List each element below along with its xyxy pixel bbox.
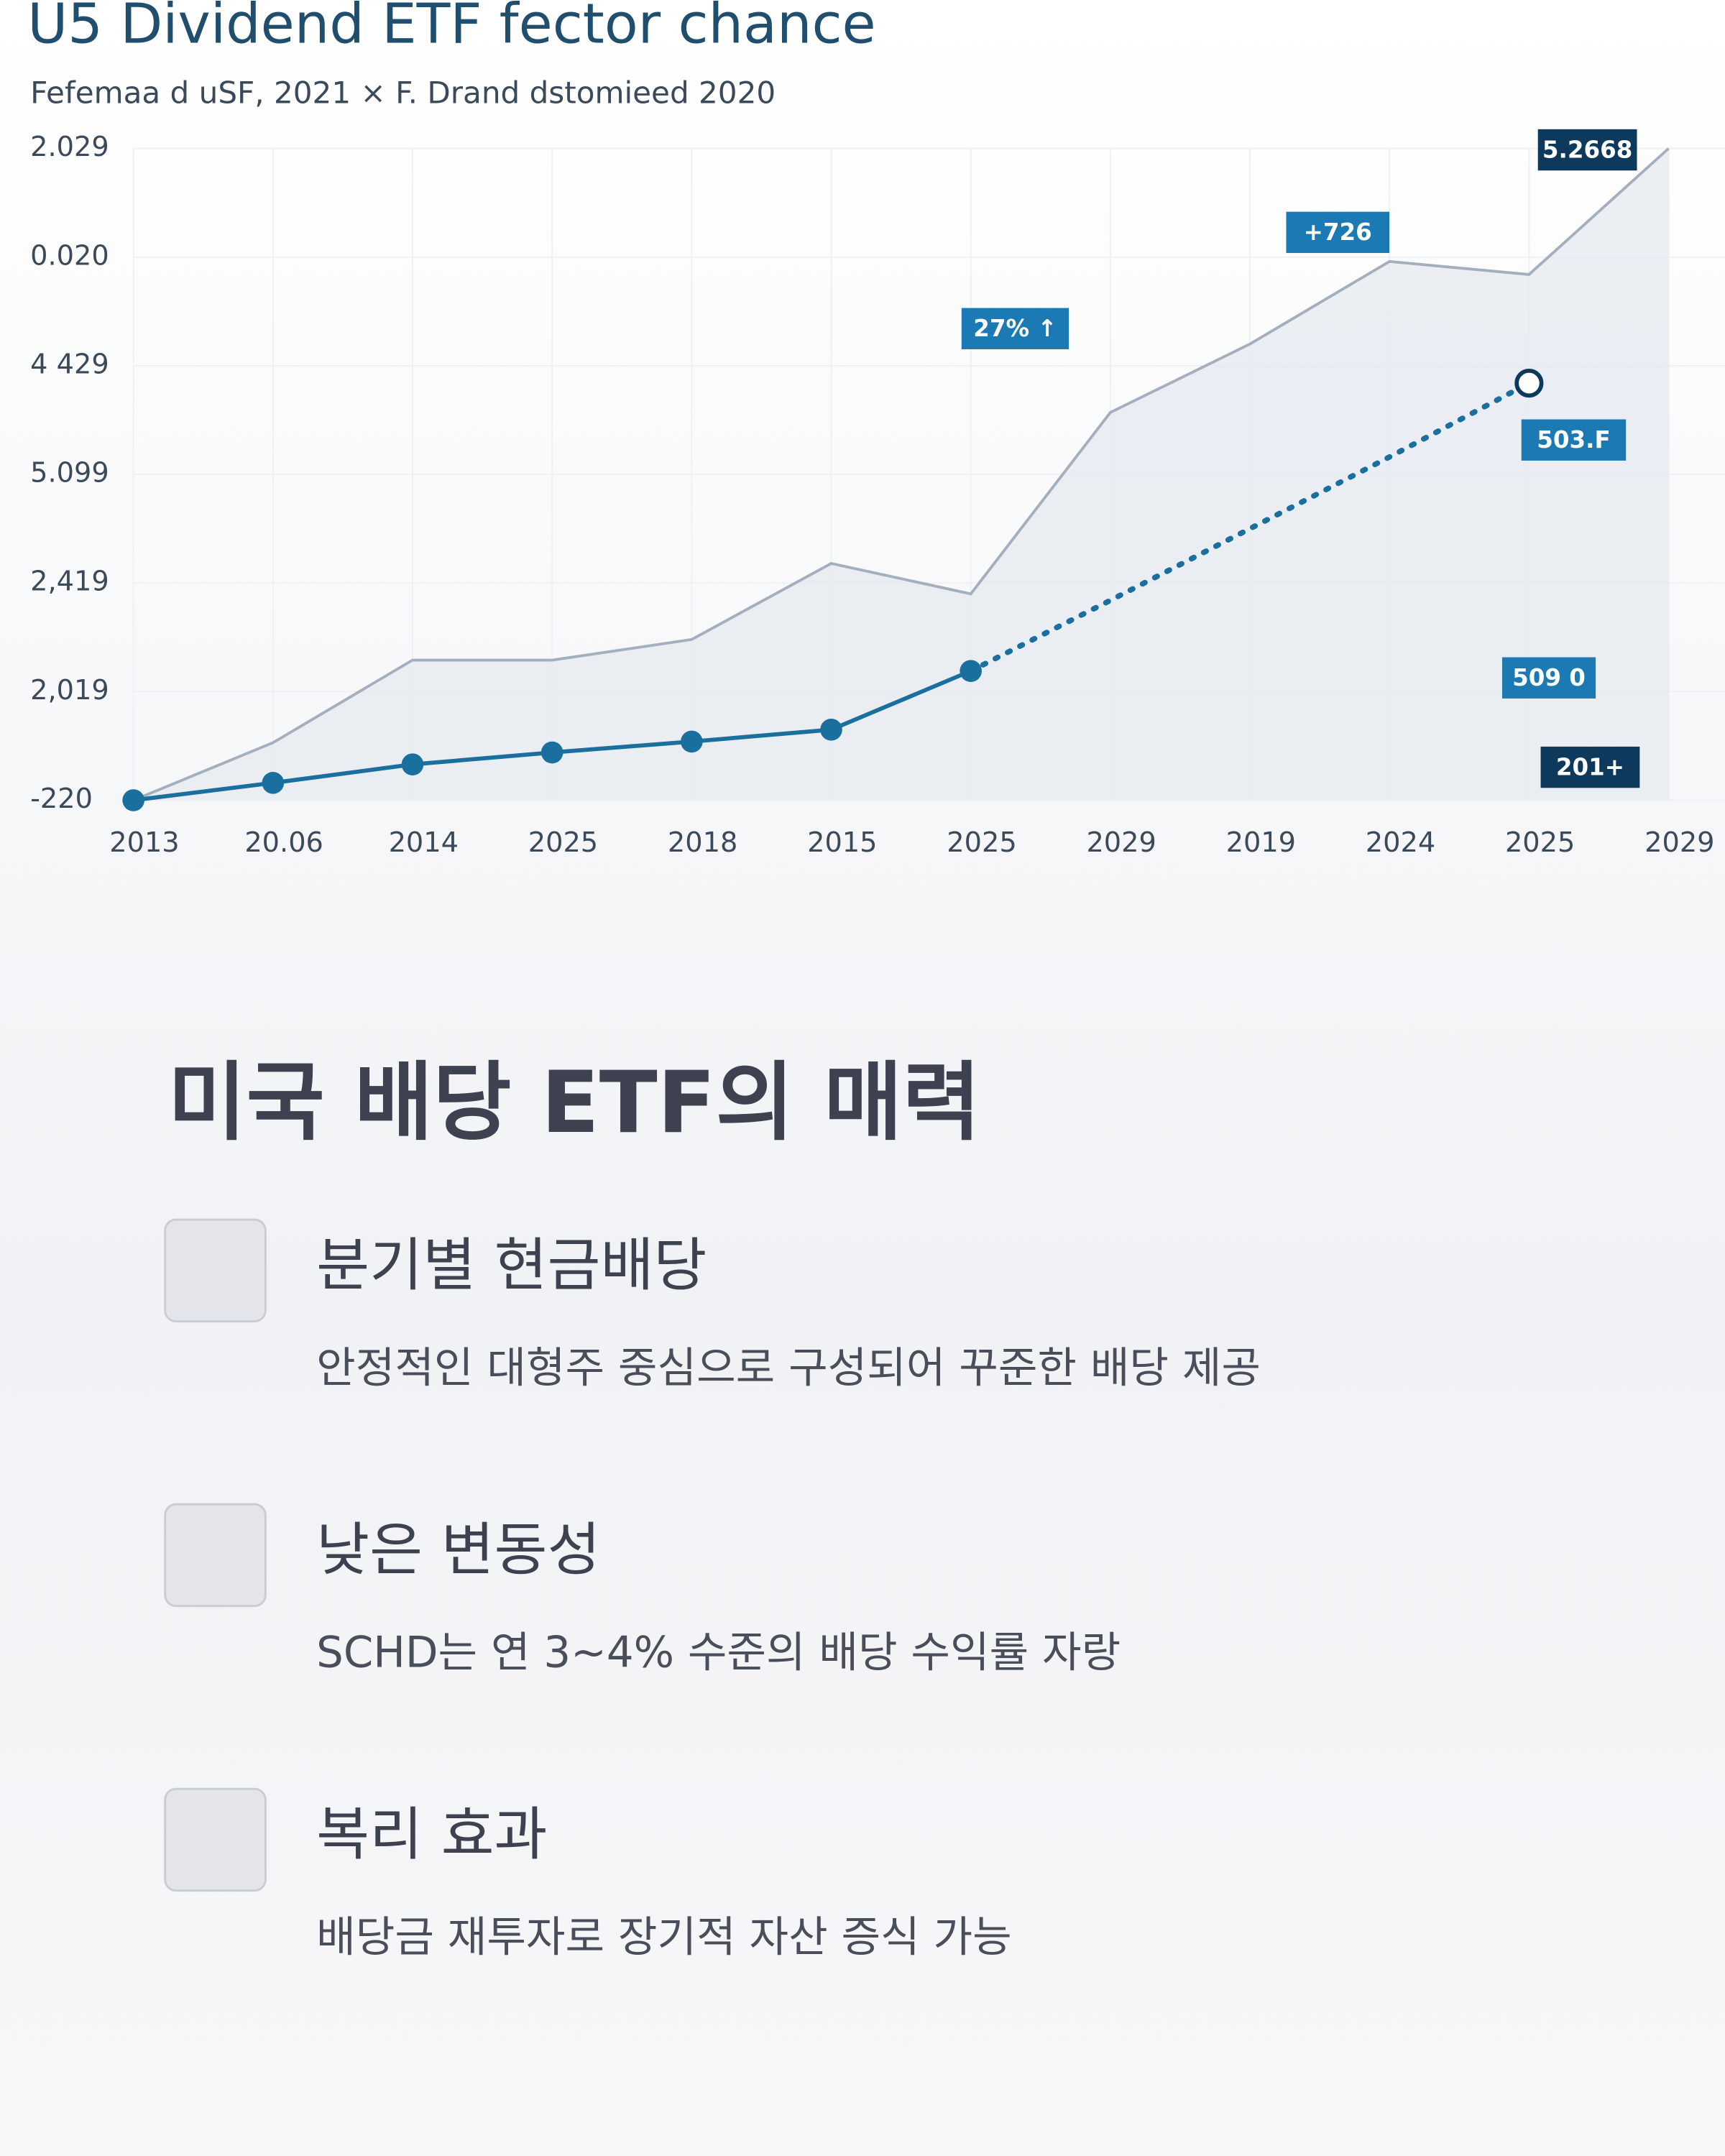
chart-subtitle: Fefemaa d uSF, 2021 × F. Drand dstomieed… xyxy=(30,75,776,111)
point xyxy=(122,789,144,811)
point xyxy=(820,718,842,741)
x-tick-label: 2024 xyxy=(1366,826,1435,859)
y-tick-label: 2.029 xyxy=(30,131,109,163)
y-tick-label: 4 429 xyxy=(30,348,109,380)
annotation-box xyxy=(1286,211,1390,254)
x-tick-label: 2014 xyxy=(389,826,459,859)
chart-title: U5 Dividend ETF fector chance xyxy=(27,0,875,56)
y-tick-label: 0.020 xyxy=(30,239,109,272)
annotation-box xyxy=(1521,419,1627,461)
y-tick-label: 2,019 xyxy=(30,674,109,706)
item-title: 복리 효과 xyxy=(316,1800,547,1868)
x-tick-label: 2025 xyxy=(1505,826,1575,859)
annotation-label: +726 xyxy=(1304,218,1372,246)
annotation-box xyxy=(961,308,1070,349)
item-icon xyxy=(164,1503,267,1608)
x-tick-label: 2018 xyxy=(668,826,737,859)
x-tick-label: 2025 xyxy=(528,826,598,859)
point xyxy=(401,753,424,775)
y-tick-label: -220 xyxy=(30,783,93,815)
x-tick-label: 2019 xyxy=(1226,826,1296,859)
y-tick-label: 5.099 xyxy=(30,457,109,489)
point xyxy=(681,730,703,753)
annotation-box xyxy=(1501,657,1596,699)
point xyxy=(262,772,285,794)
item-icon xyxy=(164,1218,267,1323)
x-tick-label: 2029 xyxy=(1644,826,1714,859)
x-tick-label: 2029 xyxy=(1086,826,1156,859)
annotation-label: 201+ xyxy=(1556,754,1624,781)
x-tick-label: 2025 xyxy=(947,826,1016,859)
point xyxy=(540,741,564,764)
annotation-label: 5.2668 xyxy=(1542,136,1633,163)
y-tick-label: 2,419 xyxy=(30,566,109,598)
annotation-box xyxy=(1537,129,1637,171)
series-line xyxy=(132,147,1670,802)
item-title: 분기별 현금배당 xyxy=(316,1231,707,1299)
x-tick-label: 20.06 xyxy=(244,826,323,859)
annotation-label: 503.F xyxy=(1537,426,1610,453)
annotation-label: 509 0 xyxy=(1512,664,1586,691)
end-marker xyxy=(1514,369,1544,398)
annotation-box xyxy=(1540,746,1640,788)
annotation-label: 27% ↑ xyxy=(973,315,1057,342)
area xyxy=(133,148,1669,801)
item-description: SCHD는 연 3~4% 수준의 배당 수익률 자랑 xyxy=(316,1628,1121,1677)
x-tick-label: 2015 xyxy=(807,826,877,859)
item-description: 안정적인 대형주 중심으로 구성되어 꾸준한 배당 제공 xyxy=(316,1343,1261,1393)
series-line xyxy=(967,380,1532,674)
section-heading: 미국 배당 ETF의 매력 xyxy=(167,1053,980,1152)
x-tick-label: 2013 xyxy=(109,826,179,859)
item-title: 낮은 변동성 xyxy=(316,1516,600,1583)
item-description: 배당금 재투자로 장기적 자산 증식 가능 xyxy=(316,1912,1012,1962)
item-icon xyxy=(164,1787,267,1892)
